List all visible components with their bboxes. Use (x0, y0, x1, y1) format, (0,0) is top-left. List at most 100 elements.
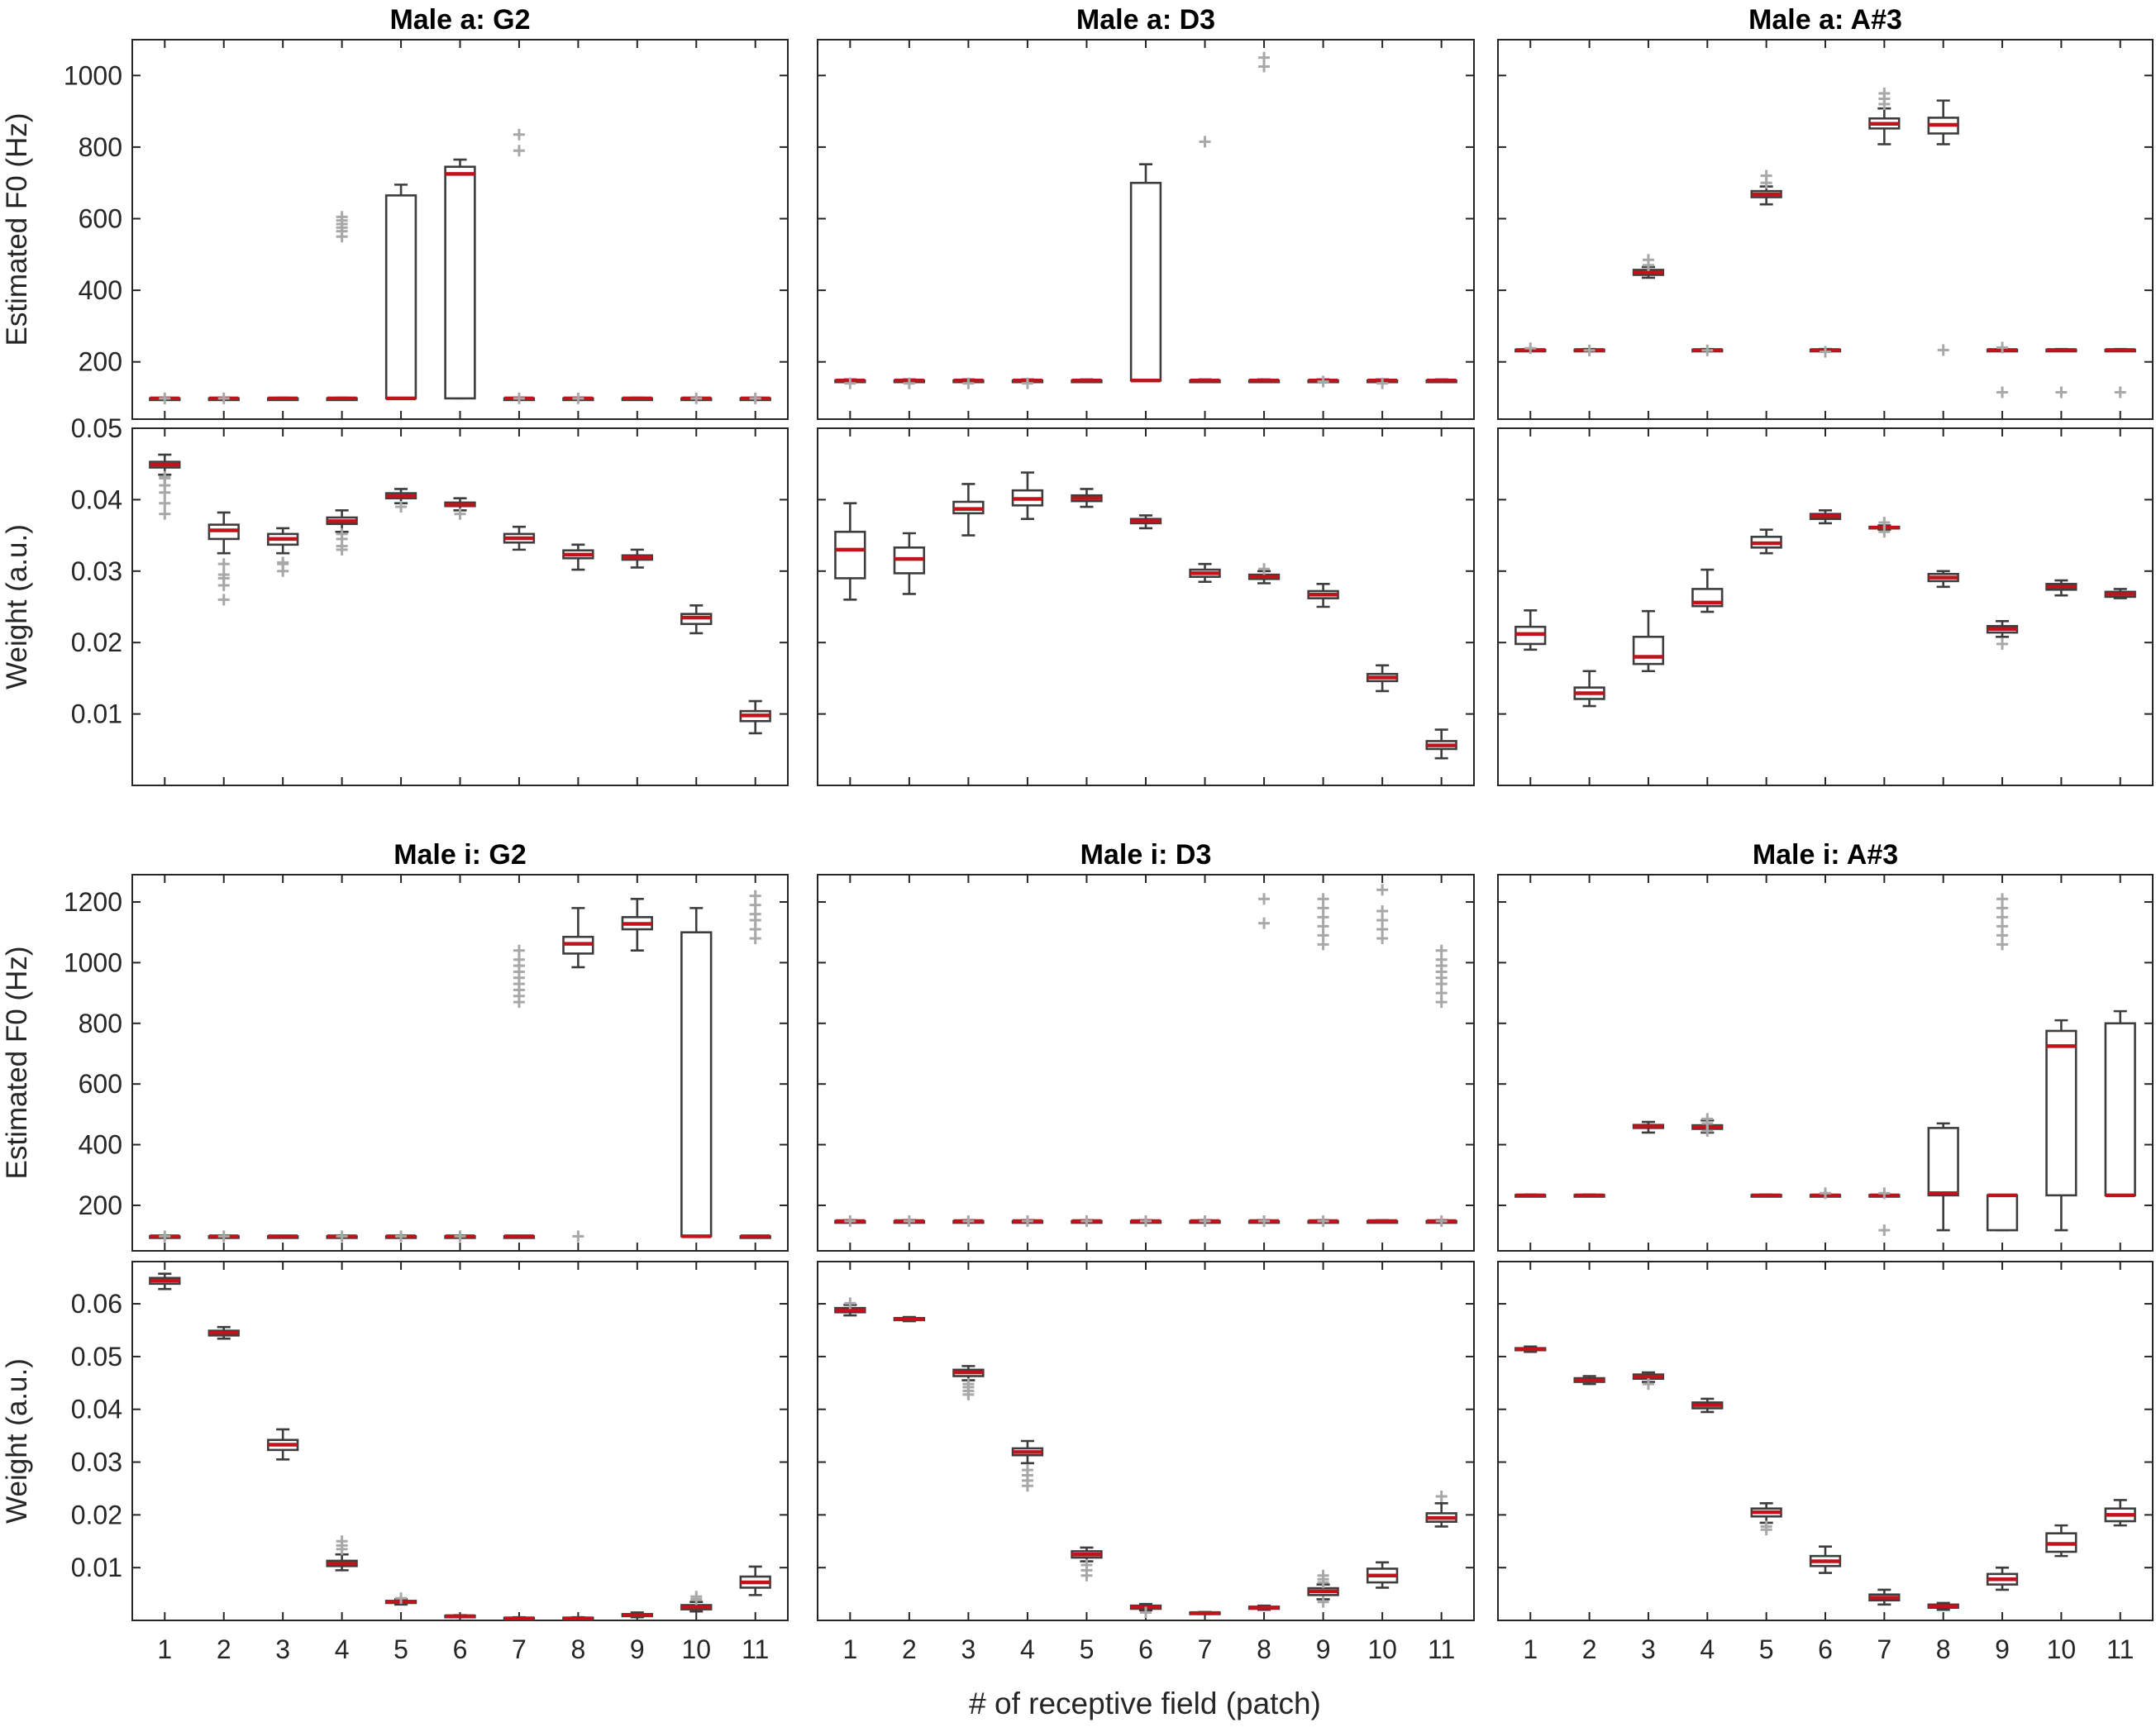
box-7 (1189, 136, 1221, 384)
x-tick-label: 8 (1257, 1634, 1271, 1664)
outlier-marker (1760, 1520, 1772, 1533)
box-11 (2104, 1009, 2136, 1198)
x-tick-label: 2 (902, 1634, 917, 1664)
box-7 (1868, 87, 1901, 146)
outlier-marker (844, 377, 856, 389)
box-7 (1868, 1588, 1901, 1606)
outlier-marker (513, 392, 525, 404)
box-2 (1573, 1375, 1605, 1386)
outlier-marker (217, 569, 230, 581)
y-tick-label: 1000 (64, 947, 122, 977)
box-2 (893, 1215, 926, 1228)
box-5 (1750, 528, 1782, 555)
outlier-marker (217, 1230, 230, 1243)
x-tick-label: 9 (630, 1634, 645, 1664)
box-3 (267, 396, 299, 402)
box-11 (2104, 347, 2136, 398)
outlier-marker (159, 1230, 171, 1243)
outlier-marker (513, 128, 525, 141)
box-7 (503, 1615, 536, 1621)
outlier-marker (844, 1297, 856, 1310)
outlier-marker (1878, 87, 1891, 99)
box-3 (1632, 1371, 1665, 1391)
y-tick-label: 0.03 (71, 556, 122, 586)
outlier-marker (572, 392, 584, 404)
iqr-box (1986, 1194, 2019, 1232)
outlier-marker (1524, 342, 1537, 355)
x-tick-label: 3 (1641, 1634, 1656, 1664)
panel-title: Male i: D3 (1080, 839, 1212, 871)
box-9 (1986, 1566, 2019, 1591)
outlier-marker (1258, 917, 1271, 929)
outlier-marker (454, 1230, 466, 1243)
iqr-box (2045, 1029, 2077, 1197)
outlier-marker (217, 558, 230, 570)
box-7 (503, 525, 536, 551)
y-tick-label: 400 (79, 1130, 122, 1160)
box-5 (384, 184, 417, 401)
box-4 (326, 1535, 358, 1572)
box-7 (1868, 1187, 1901, 1237)
iqr-box (834, 530, 866, 580)
box-2 (207, 1230, 240, 1243)
iqr-box (1632, 635, 1665, 666)
box-10 (680, 392, 713, 404)
box-2 (207, 511, 240, 606)
panel-11: 1 2 3 4 5 6 7 8 9 10 11 (1497, 1261, 2154, 1664)
x-tick-label: 11 (2106, 1634, 2134, 1664)
box-8 (1247, 893, 1281, 1228)
outlier-marker (217, 392, 230, 404)
outlier-marker (1021, 1464, 1033, 1477)
outlier-marker (903, 377, 915, 389)
outlier-marker (1878, 517, 1891, 529)
box-3 (1632, 609, 1665, 673)
x-axis-label: # of receptive field (patch) (969, 1687, 1321, 1720)
outlier-marker (2114, 386, 2126, 398)
box-9 (1307, 1569, 1339, 1608)
x-tick-label: 1 (1523, 1634, 1538, 1664)
panel-8: Male i: A#3 (1497, 839, 2154, 1252)
box-3 (952, 377, 985, 389)
x-tick-label: 10 (681, 1634, 711, 1664)
box-5 (1750, 169, 1782, 206)
panel-title: Male a: G2 (389, 4, 530, 36)
outlier-marker (217, 594, 230, 606)
box-11 (739, 890, 771, 1239)
y-tick-label: 0.02 (71, 627, 122, 657)
iqr-box (444, 165, 476, 400)
box-3 (1632, 1120, 1665, 1134)
outlier-marker (1701, 344, 1714, 356)
box-4 (326, 211, 358, 402)
x-tick-label: 1 (157, 1634, 172, 1664)
outlier-marker (1996, 386, 2009, 398)
iqr-box (680, 931, 713, 1238)
panel-2: Male a: A#3 (1497, 4, 2154, 420)
outlier-marker (1376, 884, 1389, 896)
box-2 (893, 1315, 926, 1323)
box-1 (149, 453, 181, 520)
box-11 (739, 392, 771, 404)
outlier-marker (1140, 1215, 1152, 1228)
box-7 (1868, 517, 1901, 538)
box-1 (149, 1230, 181, 1243)
panel-1: Male a: D3 (817, 4, 1475, 420)
outlier-marker (336, 1535, 348, 1548)
outlier-marker (1317, 375, 1329, 388)
outlier-marker (1376, 905, 1389, 918)
outlier-marker (962, 1378, 975, 1391)
panel-title: Male i: G2 (394, 839, 527, 871)
box-6 (1129, 514, 1162, 530)
x-tick-label: 6 (453, 1634, 468, 1664)
outlier-marker (690, 1591, 703, 1603)
plot-area: Male a: G2 200 400 600 800 1000 Estimated F0 (… (1, 4, 2154, 1664)
x-tick-label: 8 (1936, 1634, 1951, 1664)
box-6 (1129, 1215, 1162, 1228)
x-tick-label: 5 (1759, 1634, 1774, 1664)
outlier-marker (1080, 1558, 1093, 1571)
box-10 (1366, 884, 1399, 1224)
box-2 (1573, 670, 1605, 708)
box-10 (2045, 579, 2077, 597)
box-10 (680, 604, 713, 635)
box-6 (1809, 1545, 1842, 1574)
y-tick-label: 0.01 (71, 699, 122, 729)
